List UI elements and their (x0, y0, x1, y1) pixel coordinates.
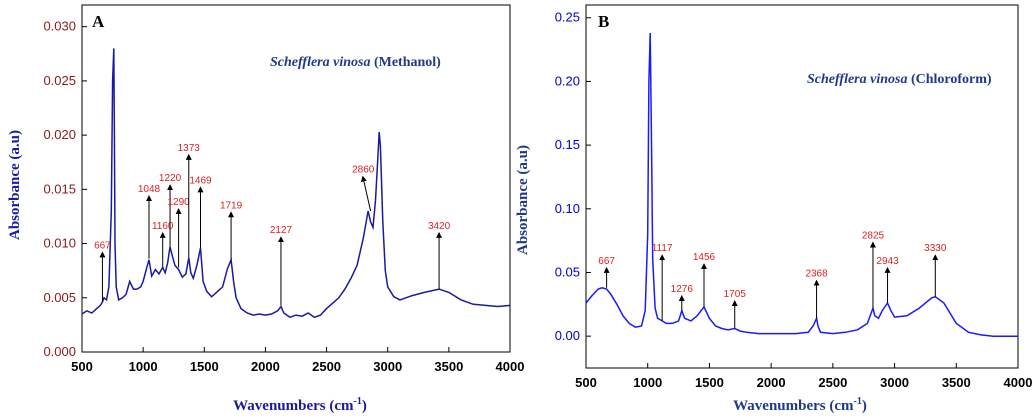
chart-b-frame (585, 4, 1019, 369)
x-tick-label: 3500 (942, 375, 971, 390)
peak-label: 667 (94, 240, 111, 251)
chart-b-annotations: 667 1117 1276 1456 1705 2368 2825 2943 3330 (598, 230, 947, 329)
peak-arrow (360, 175, 372, 212)
chart-a-frame (81, 4, 511, 353)
peak-label: 1373 (178, 143, 201, 154)
chart-b-ylabel: Absorbance (a.u) (515, 145, 531, 255)
y-tick-label: 0.015 (43, 181, 76, 196)
chart-b-x-axis: 500 1000 1500 2000 2500 3000 3500 4000 (575, 363, 1032, 390)
peak-label: 1456 (693, 252, 716, 263)
y-tick-label: 0.25 (555, 10, 580, 25)
peak-label: 1276 (671, 284, 694, 295)
chart-a-xlabel: Wavenumbers (cm-1) (233, 396, 367, 414)
peak-label: 3420 (428, 221, 451, 232)
chart-a: A Schefflera vinosa (Methanol) 0.0000.00… (7, 4, 524, 414)
peak-label: 1220 (159, 173, 182, 184)
chart-a-y-axis: 0.000 0.005 0.010 0.015 0.020 0.025 0.030 (43, 19, 87, 359)
peak-label: 1469 (189, 175, 212, 186)
y-tick-label: 0.005 (43, 290, 76, 305)
chart-a-x-axis: 500 1000 1500 2000 2500 3000 3500 4000 (71, 347, 524, 374)
peak-label: 1719 (220, 200, 243, 211)
x-tick-label: 4000 (1004, 375, 1033, 390)
peak-label: 2825 (862, 230, 885, 241)
chart-b-xlabel: Wavenumbers (cm-1) (733, 396, 867, 414)
peak-label: 2943 (876, 256, 899, 267)
chart-a-panel-letter: A (92, 12, 105, 31)
x-tick-label: 1500 (190, 359, 219, 374)
x-tick-label: 2000 (757, 375, 786, 390)
chart-b-series-line (585, 32, 1018, 337)
chart-a-ylabel: Absorbance (a.u) (7, 130, 23, 240)
x-tick-label: 1000 (129, 359, 158, 374)
x-tick-label: 3500 (434, 359, 463, 374)
y-tick-label: 0.15 (555, 137, 580, 152)
peak-label: 1117 (652, 243, 673, 254)
chart-b-legend: Schefflera vinosa (Chloroform) (807, 72, 992, 87)
peak-label: 667 (598, 256, 615, 267)
chart-b-y-axis: 0.00 0.05 0.10 0.15 0.20 0.25 (555, 10, 591, 343)
chart-b-panel-letter: B (598, 12, 609, 31)
chart-a-annotations: 667 1048 1160 1220 1290 1373 1469 1719 2127 2860 3… (94, 143, 451, 306)
peak-label: 1048 (138, 184, 161, 195)
chart-a-series-line (81, 48, 511, 319)
x-tick-label: 2500 (818, 375, 847, 390)
y-tick-label: 0.05 (555, 264, 580, 279)
peak-label: 1290 (167, 197, 190, 208)
peak-label: 2368 (805, 269, 828, 280)
chart-a-legend: Schefflera vinosa (Methanol) (270, 55, 441, 70)
y-tick-label: 0.025 (43, 73, 76, 88)
y-tick-label: 0.020 (43, 127, 76, 142)
peak-label: 1705 (724, 289, 747, 300)
peak-label: 2127 (270, 225, 293, 236)
x-tick-label: 4000 (496, 359, 525, 374)
peak-label: 3330 (924, 243, 947, 254)
x-tick-label: 3000 (373, 359, 402, 374)
x-tick-label: 1000 (633, 375, 662, 390)
x-tick-label: 2500 (312, 359, 341, 374)
y-tick-label: 0.20 (555, 73, 580, 88)
chart-b: B Schefflera vinosa (Chloroform) 0.000.0… (515, 4, 1032, 414)
y-tick-label: 0.010 (43, 236, 76, 251)
x-tick-label: 2000 (251, 359, 280, 374)
x-tick-label: 3000 (880, 375, 909, 390)
x-tick-label: 500 (71, 359, 93, 374)
y-tick-label: 0.00 (555, 328, 580, 343)
x-tick-label: 500 (575, 375, 597, 390)
y-tick-label: 0.030 (43, 19, 76, 34)
peak-label: 1160 (152, 221, 174, 232)
x-tick-label: 1500 (695, 375, 724, 390)
peak-label: 2860 (352, 165, 375, 176)
y-tick-label: 0.10 (555, 201, 580, 216)
y-tick-label: 0.000 (43, 344, 76, 359)
